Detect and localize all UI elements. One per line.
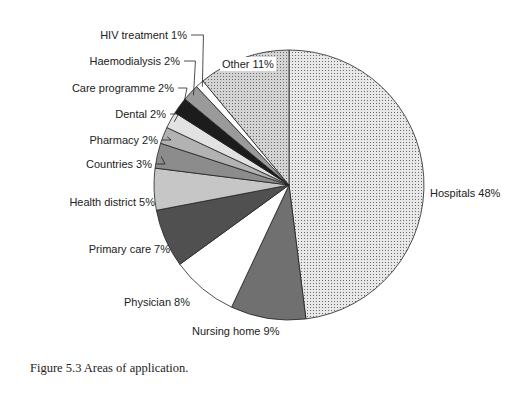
leader-line bbox=[170, 114, 179, 122]
label-category: Hospitals bbox=[430, 187, 476, 199]
slice-texture bbox=[289, 50, 424, 319]
label-value: 3% bbox=[136, 158, 152, 170]
label-category: Pharmacy bbox=[90, 134, 140, 146]
label-value: 2% bbox=[164, 55, 180, 67]
data-label: Nursing home 9% bbox=[192, 325, 280, 337]
leader-line bbox=[156, 156, 165, 164]
label-category: HIV treatment bbox=[100, 29, 168, 41]
label-category: Haemodialysis bbox=[90, 55, 162, 67]
label-category: Countries bbox=[86, 158, 134, 170]
label-value: 1% bbox=[171, 29, 187, 41]
data-label: Care programme 2% bbox=[72, 82, 174, 94]
leader-line bbox=[178, 88, 187, 108]
slices bbox=[154, 50, 424, 320]
slice bbox=[289, 50, 424, 319]
label-category: Physician bbox=[124, 296, 171, 308]
chart-root: Hospitals 48% Nursing home 9% Physician 8%… bbox=[0, 0, 525, 396]
slice-texture bbox=[203, 50, 289, 185]
data-label: Health district 5% bbox=[69, 196, 155, 208]
label-value: 9% bbox=[264, 325, 280, 337]
data-label: Hospitals 48% bbox=[430, 187, 501, 199]
label-category: Care programme bbox=[72, 82, 155, 94]
data-label: Primary care 7% bbox=[89, 243, 171, 255]
label-value: 2% bbox=[158, 82, 174, 94]
label-category: Nursing home bbox=[192, 325, 260, 337]
data-label: Haemodialysis 2% bbox=[90, 55, 181, 67]
data-label: Countries 3% bbox=[86, 158, 152, 170]
leader-line bbox=[191, 35, 203, 87]
leader-line bbox=[184, 61, 195, 95]
label-value: 8% bbox=[174, 296, 190, 308]
caption: Figure 5.3 Areas of application. bbox=[30, 361, 188, 375]
label-category: Primary care bbox=[89, 243, 151, 255]
label-value: 7% bbox=[154, 243, 170, 255]
data-label: Dental 2% bbox=[115, 108, 166, 120]
data-label: Other 11% bbox=[222, 58, 274, 70]
label-category: Other bbox=[222, 58, 250, 70]
label-category: Health district bbox=[69, 196, 136, 208]
labels: Hospitals 48% Nursing home 9% Physician 8%… bbox=[69, 29, 500, 337]
leader-line bbox=[162, 137, 171, 140]
slice bbox=[203, 50, 289, 185]
label-category: Dental bbox=[115, 108, 147, 120]
label-value: 5% bbox=[139, 196, 155, 208]
data-label: Physician 8% bbox=[124, 296, 190, 308]
label-background bbox=[220, 57, 276, 71]
label-value: 2% bbox=[150, 108, 166, 120]
label-value: 11% bbox=[253, 58, 274, 70]
label-value: 48% bbox=[478, 187, 500, 199]
data-label: Pharmacy 2% bbox=[90, 134, 159, 146]
label-value: 2% bbox=[142, 134, 158, 146]
chart-svg: Hospitals 48% Nursing home 9% Physician 8%… bbox=[0, 0, 525, 396]
data-label: HIV treatment 1% bbox=[100, 29, 187, 41]
